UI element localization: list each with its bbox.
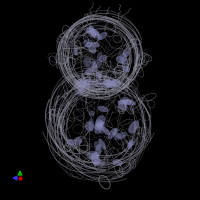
Ellipse shape [85, 67, 94, 75]
Ellipse shape [123, 99, 132, 105]
Ellipse shape [90, 30, 102, 39]
Ellipse shape [95, 120, 104, 128]
Ellipse shape [108, 128, 117, 139]
Ellipse shape [94, 141, 101, 151]
Ellipse shape [105, 80, 111, 87]
Ellipse shape [118, 100, 127, 110]
Ellipse shape [98, 124, 104, 134]
Ellipse shape [84, 79, 92, 90]
Ellipse shape [74, 90, 84, 95]
Ellipse shape [104, 75, 110, 85]
Ellipse shape [94, 160, 105, 166]
Ellipse shape [110, 81, 115, 86]
Ellipse shape [80, 82, 86, 87]
Ellipse shape [97, 52, 102, 61]
Ellipse shape [127, 141, 135, 146]
Ellipse shape [119, 53, 127, 62]
Ellipse shape [88, 45, 96, 53]
Ellipse shape [103, 80, 114, 88]
Ellipse shape [86, 42, 92, 47]
Ellipse shape [75, 81, 81, 88]
Ellipse shape [99, 139, 106, 149]
Ellipse shape [86, 28, 99, 36]
Ellipse shape [123, 66, 130, 72]
Ellipse shape [95, 124, 101, 130]
Ellipse shape [67, 139, 74, 146]
Ellipse shape [128, 139, 133, 149]
Ellipse shape [110, 80, 117, 87]
Ellipse shape [110, 80, 115, 86]
Ellipse shape [74, 137, 82, 145]
Ellipse shape [99, 55, 107, 61]
Ellipse shape [74, 47, 77, 55]
Ellipse shape [117, 100, 128, 104]
Ellipse shape [94, 123, 102, 134]
Ellipse shape [91, 61, 97, 72]
Ellipse shape [77, 82, 85, 86]
Ellipse shape [87, 151, 99, 160]
Ellipse shape [123, 100, 136, 105]
Ellipse shape [77, 79, 85, 90]
Ellipse shape [114, 132, 123, 139]
Ellipse shape [113, 79, 121, 86]
Ellipse shape [94, 122, 105, 129]
Ellipse shape [82, 79, 90, 86]
Ellipse shape [91, 80, 102, 86]
Ellipse shape [115, 132, 126, 140]
Ellipse shape [102, 79, 111, 87]
Ellipse shape [91, 153, 100, 166]
Ellipse shape [121, 97, 128, 103]
Ellipse shape [97, 32, 107, 40]
Ellipse shape [116, 56, 128, 64]
Ellipse shape [93, 60, 102, 68]
Ellipse shape [96, 115, 105, 127]
Ellipse shape [99, 122, 103, 127]
Ellipse shape [113, 159, 122, 166]
Ellipse shape [98, 106, 108, 112]
Ellipse shape [123, 50, 129, 57]
Ellipse shape [83, 59, 91, 66]
Ellipse shape [92, 42, 99, 47]
Ellipse shape [102, 127, 110, 135]
Ellipse shape [89, 111, 94, 116]
Ellipse shape [95, 144, 101, 156]
Ellipse shape [112, 128, 118, 135]
Ellipse shape [89, 118, 94, 131]
Ellipse shape [84, 40, 93, 46]
Ellipse shape [89, 26, 96, 37]
Ellipse shape [96, 72, 101, 79]
Ellipse shape [85, 122, 94, 131]
Ellipse shape [129, 121, 139, 133]
Ellipse shape [81, 75, 86, 82]
